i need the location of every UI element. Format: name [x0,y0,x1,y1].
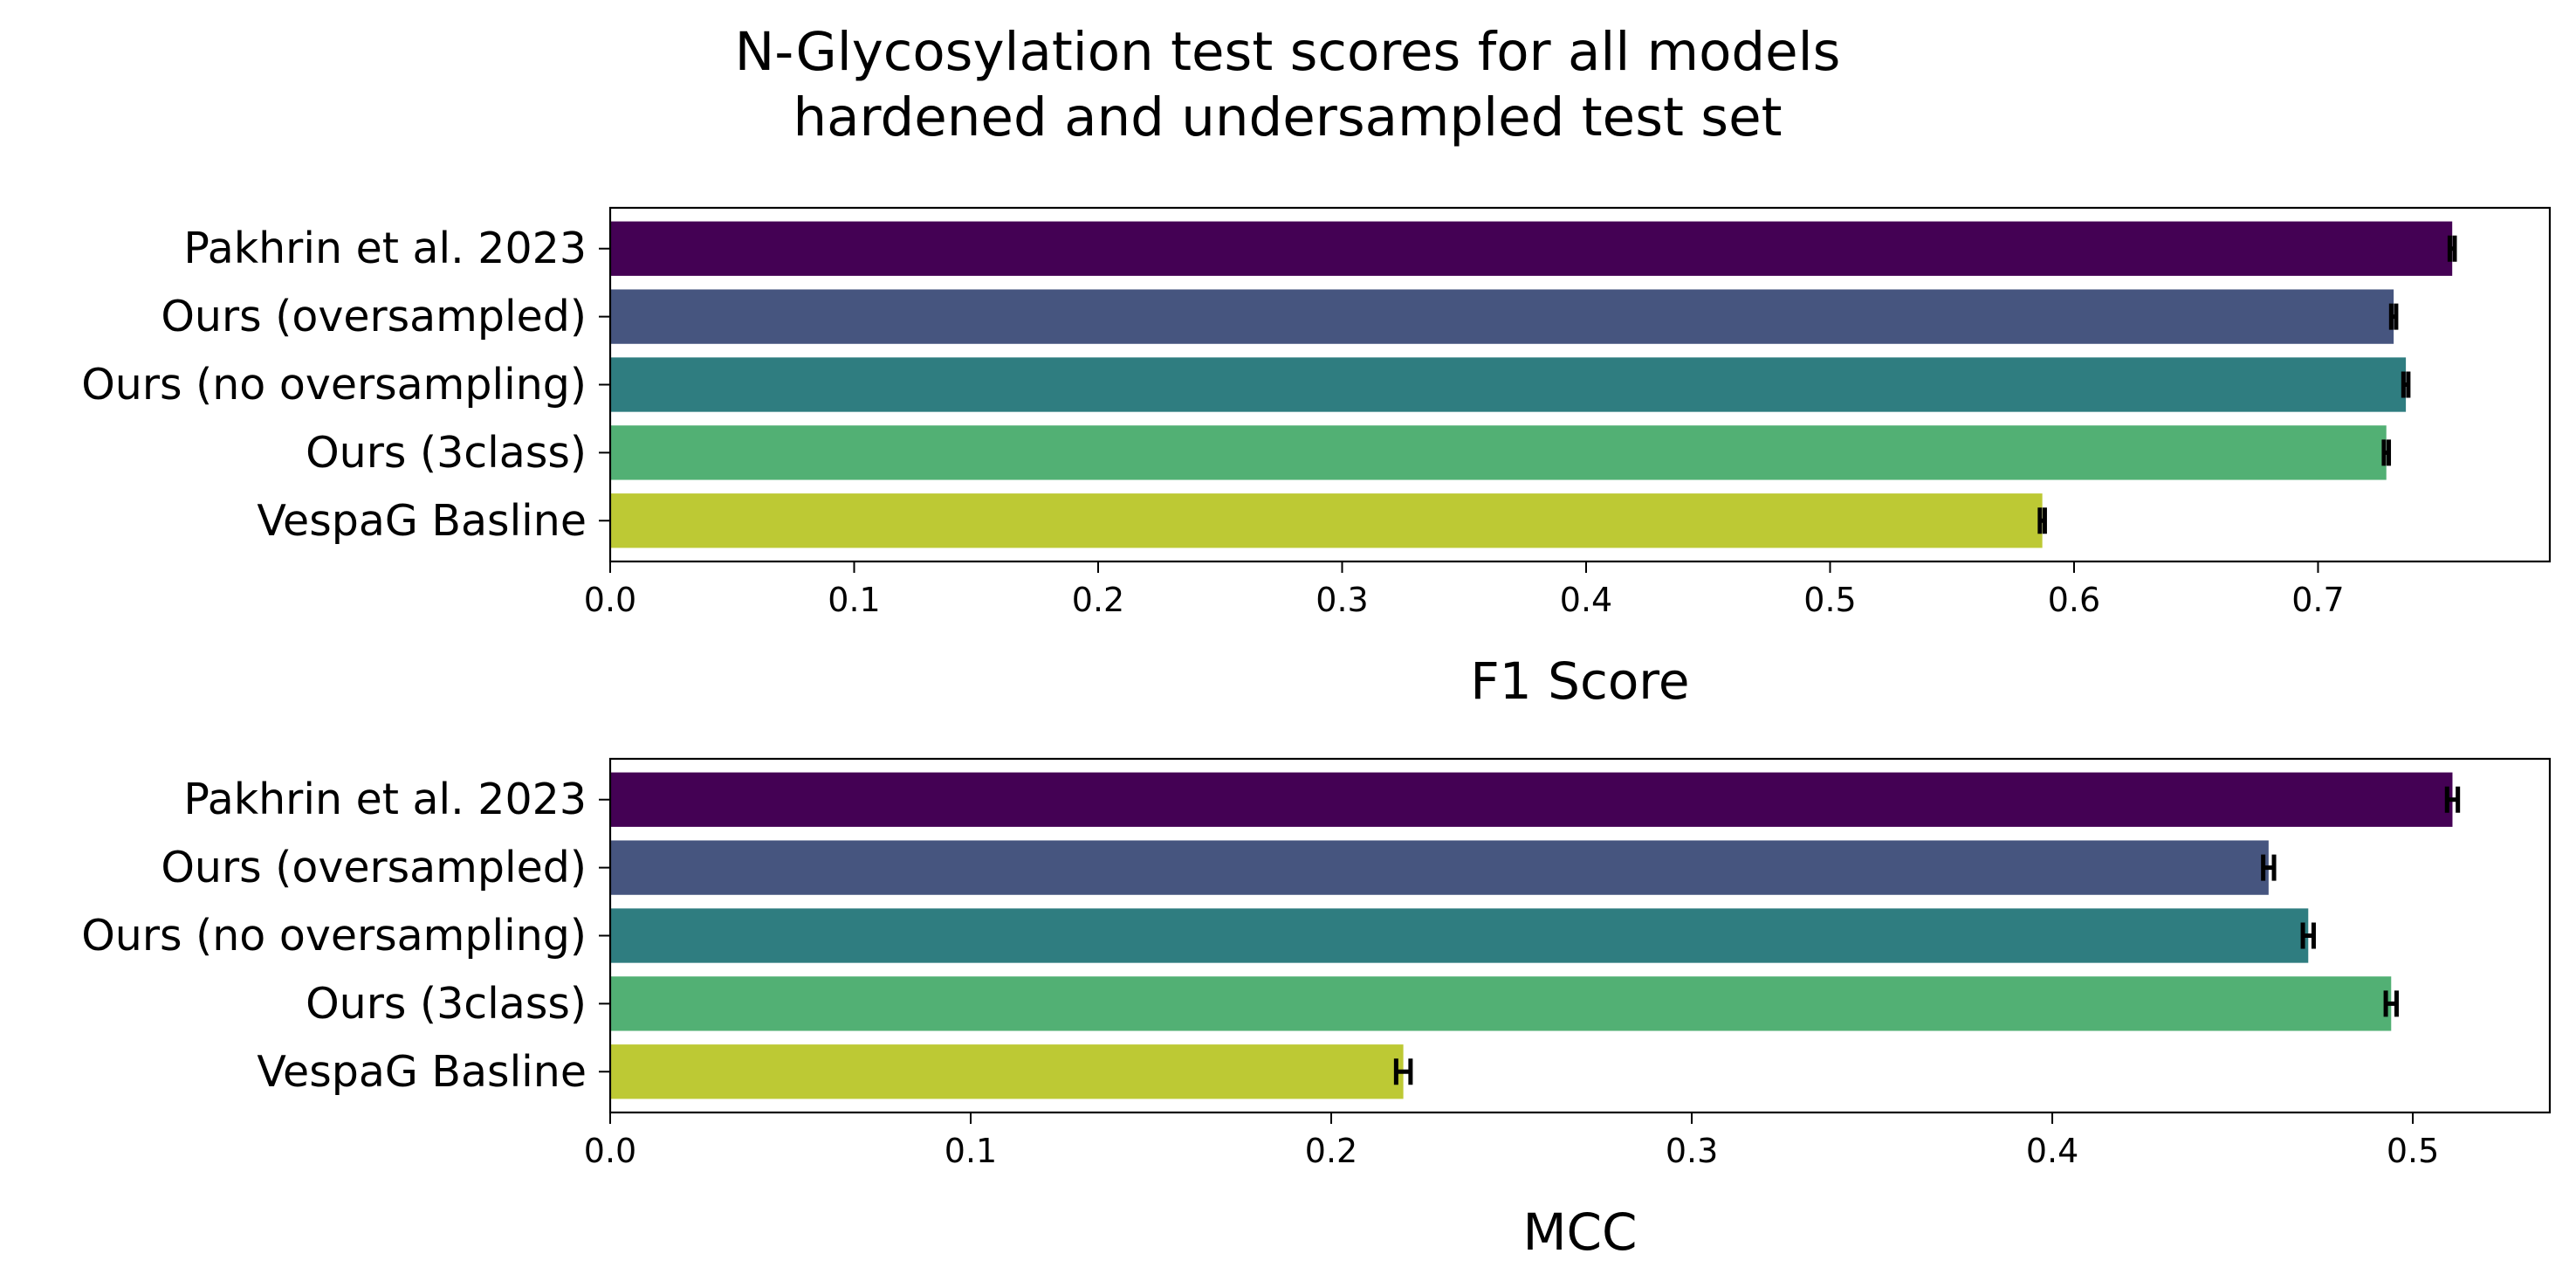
f1-x-tick-label: 0.6 [2048,581,2100,619]
mcc-x-axis-title: MCC [1522,1202,1637,1262]
f1-bar-vespag-basline [610,493,2043,548]
mcc-bar-pakhrin-et-al-2023 [610,772,2453,827]
f1-bar-ours-no-oversampling [610,357,2407,412]
mcc-category-label-ours-oversampled: Ours (oversampled) [161,843,587,892]
mcc-x-tick-label: 0.3 [1666,1132,1718,1170]
mcc-bar-ours-oversampled [610,840,2269,895]
f1-category-label-ours-3class: Ours (3class) [306,428,587,478]
mcc-category-label-ours-no-oversampling: Ours (no oversampling) [81,911,587,961]
f1-x-tick-label: 0.1 [828,581,880,619]
mcc-panel: Pakhrin et al. 2023 Ours (oversampled) Our… [81,757,2552,1262]
mcc-bar-vespag-basline [610,1044,1404,1099]
mcc-errorbar-ours-3class [2383,990,2399,1017]
f1-errorbar-vespag-basline [2037,507,2047,534]
mcc-x-tick-label: 0.5 [2387,1132,2439,1170]
f1-category-label-pakhrin-et-al-2023: Pakhrin et al. 2023 [183,224,587,273]
mcc-x-tick-label: 0.1 [945,1132,997,1170]
mcc-x-tick-label: 0.2 [1305,1132,1357,1170]
f1-x-tick-label: 0.7 [2291,581,2344,619]
mcc-x-tick-label: 0.0 [584,1132,636,1170]
f1-x-tick-label: 0.5 [1803,581,1856,619]
chart-title-line-1: N-Glycosylation test scores for all mode… [735,21,1841,83]
mcc-x-tick-label: 0.4 [2026,1132,2078,1170]
mcc-bar-ours-3class [610,976,2392,1031]
f1-score-panel: Pakhrin et al. 2023 Ours (oversampled) Our… [81,206,2552,711]
f1-bar-pakhrin-et-al-2023 [610,221,2453,276]
f1-x-tick-label: 0.0 [584,581,636,619]
mcc-errorbar-ours-no-oversampling [2300,922,2316,949]
f1-axes-frame [608,206,2552,563]
f1-x-tick-label: 0.2 [1072,581,1124,619]
f1-x-axis-title: F1 Score [1470,651,1689,711]
f1-errorbar-pakhrin-et-al-2023 [2447,235,2457,262]
f1-bar-ours-oversampled [610,289,2394,344]
f1-x-tick-label: 0.4 [1560,581,1612,619]
mcc-category-label-vespag-basline: VespaG Basline [257,1047,587,1097]
f1-errorbar-ours-3class [2381,439,2392,466]
mcc-errorbar-ours-oversampled [2261,854,2277,881]
mcc-axes-frame [608,757,2552,1114]
chart-title-line-2: hardened and undersampled test set [793,86,1782,148]
mcc-errorbar-pakhrin-et-al-2023 [2444,786,2461,813]
f1-errorbar-ours-oversampled [2388,303,2399,330]
f1-x-tick-label: 0.3 [1315,581,1368,619]
mcc-category-label-ours-3class: Ours (3class) [306,979,587,1029]
f1-category-label-ours-oversampled: Ours (oversampled) [161,292,587,341]
mcc-errorbar-vespag-basline [1393,1058,1413,1085]
mcc-category-label-pakhrin-et-al-2023: Pakhrin et al. 2023 [183,775,587,824]
f1-category-label-ours-no-oversampling: Ours (no oversampling) [81,360,587,410]
f1-bar-ours-3class [610,425,2387,480]
mcc-bar-ours-no-oversampling [610,908,2309,963]
f1-errorbar-ours-no-oversampling [2401,371,2411,398]
f1-category-label-vespag-basline: VespaG Basline [257,496,587,546]
